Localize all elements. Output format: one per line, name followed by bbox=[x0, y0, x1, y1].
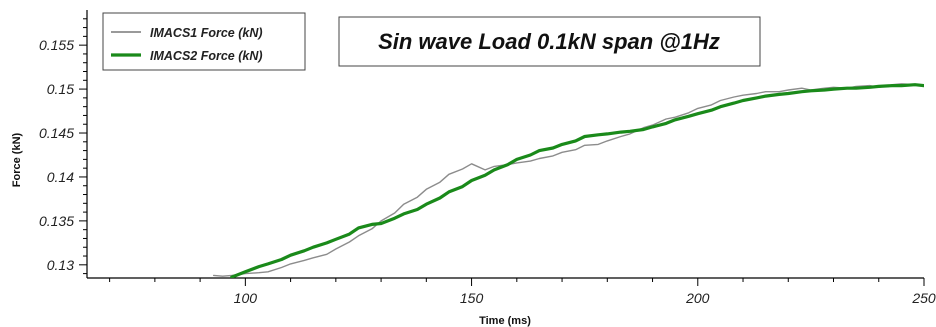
x-tick-label: 100 bbox=[234, 290, 258, 306]
x-tick-label: 150 bbox=[460, 290, 484, 306]
legend-box bbox=[102, 12, 306, 71]
chart-title-box: Sin wave Load 0.1kN span @1Hz bbox=[338, 16, 761, 67]
y-axis-ticks: 0.13 0.135 0.14 0.145 0.15 0.155 bbox=[39, 18, 87, 275]
y-tick-label: 0.155 bbox=[39, 37, 74, 53]
chart-title: Sin wave Load 0.1kN span @1Hz bbox=[378, 29, 720, 54]
legend-label-imacs2: IMACS2 Force (kN) bbox=[150, 49, 263, 63]
x-tick-label: 250 bbox=[911, 290, 936, 306]
series-line-imacs2 bbox=[230, 83, 924, 278]
title-box-frame bbox=[338, 16, 761, 67]
y-tick-label: 0.13 bbox=[47, 257, 74, 273]
y-axis-title: Force (kN) bbox=[11, 132, 23, 187]
y-tick-label: 0.15 bbox=[47, 81, 74, 97]
x-axis-ticks: 100 150 200 250 bbox=[109, 278, 936, 306]
legend: IMACS1 Force (kN) IMACS2 Force (kN) bbox=[102, 12, 306, 71]
series-layer bbox=[212, 83, 924, 278]
x-tick-label: 200 bbox=[685, 290, 710, 306]
y-tick-label: 0.145 bbox=[39, 125, 74, 141]
y-tick-label: 0.135 bbox=[39, 213, 74, 229]
y-tick-label: 0.14 bbox=[47, 169, 74, 185]
x-axis-title: Time (ms) bbox=[479, 315, 531, 327]
legend-label-imacs1: IMACS1 Force (kN) bbox=[150, 26, 263, 40]
series-line-imacs1 bbox=[212, 83, 924, 277]
